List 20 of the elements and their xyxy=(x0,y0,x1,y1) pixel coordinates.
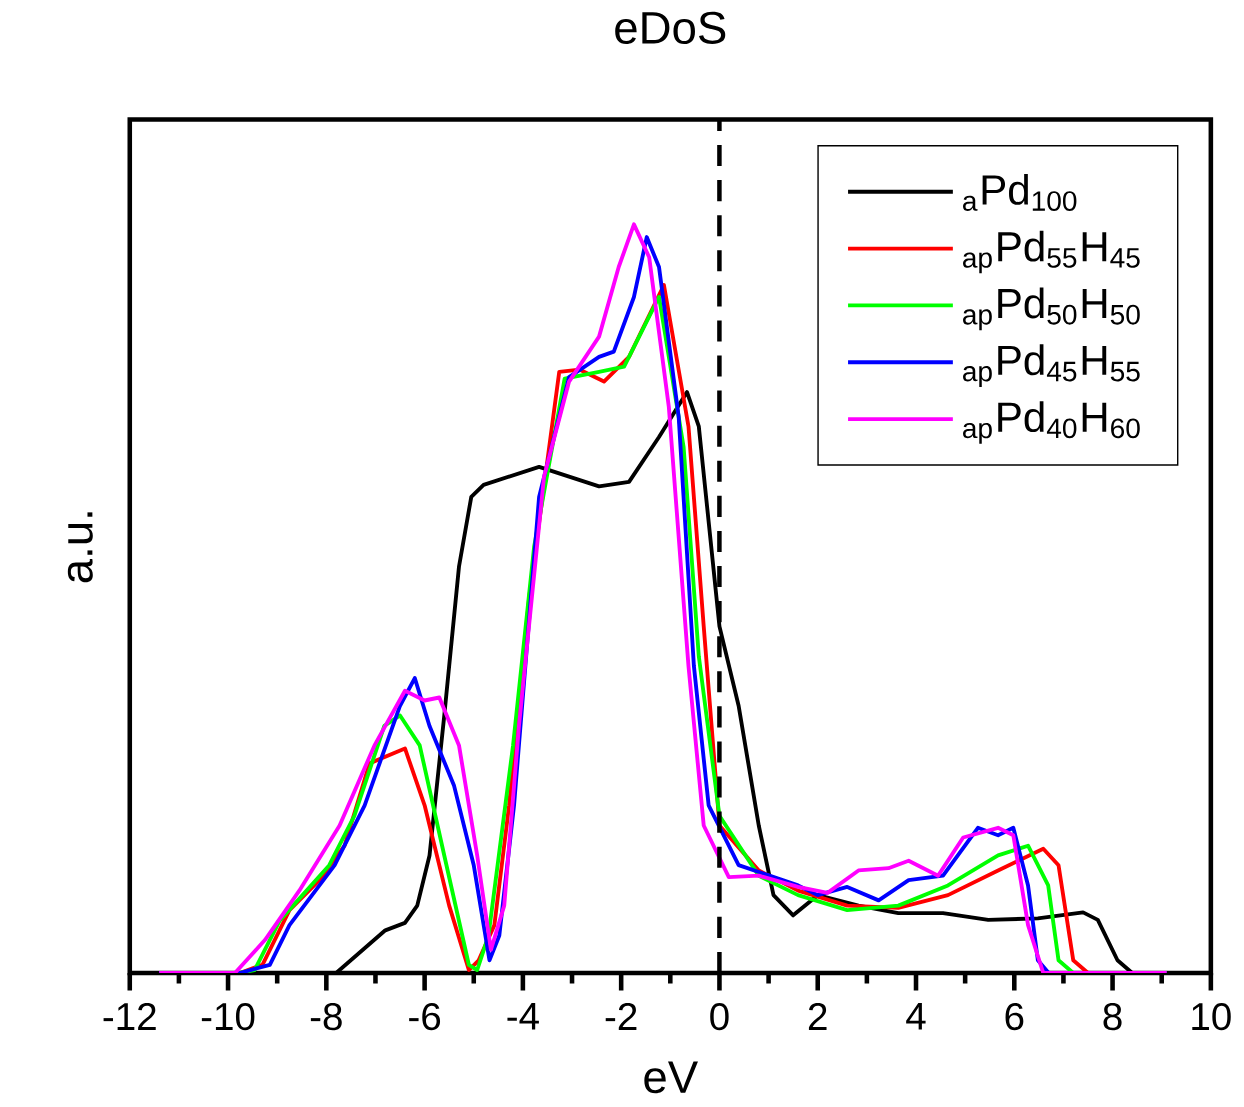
x-tick-label: 2 xyxy=(808,1003,827,1030)
x-axis-title: eV xyxy=(644,1061,698,1094)
y-axis-title: a.u. xyxy=(67,512,93,583)
x-tick-label: 8 xyxy=(1103,1003,1122,1031)
legend-label: $_{ap}$Pd$_{55}$H$_{45}$ xyxy=(963,230,1140,274)
x-tick-label: 0 xyxy=(710,1003,729,1031)
x-tick-label: 6 xyxy=(1005,1003,1024,1031)
x-tick-label: -8 xyxy=(310,1003,342,1031)
x-tick-label: 4 xyxy=(906,1003,926,1030)
x-tick-label: -12 xyxy=(103,1003,156,1030)
legend-label: $_{ap}$Pd$_{40}$H$_{60}$ xyxy=(963,401,1140,444)
legend-label: $_{ap}$Pd$_{45}$H$_{55}$ xyxy=(963,344,1140,388)
x-tick-label: -2 xyxy=(605,1003,637,1030)
legend-label: $_{a}$Pd$_{100}$ xyxy=(963,174,1077,212)
x-tick-label: -6 xyxy=(409,1003,441,1031)
x-tick-label: -4 xyxy=(507,1003,539,1030)
legend-label: $_{ap}$Pd$_{50}$H$_{50}$ xyxy=(963,287,1140,331)
chart-title: eDoS xyxy=(615,11,726,45)
x-tick-label: -10 xyxy=(201,1003,255,1031)
x-tick-label: 10 xyxy=(1192,1003,1231,1031)
